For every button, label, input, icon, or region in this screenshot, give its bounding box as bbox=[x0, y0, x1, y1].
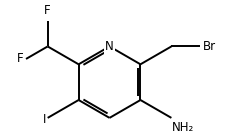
Text: F: F bbox=[17, 52, 23, 65]
Text: Br: Br bbox=[202, 40, 215, 53]
Text: F: F bbox=[44, 4, 51, 17]
Text: NH₂: NH₂ bbox=[172, 121, 194, 134]
Text: N: N bbox=[105, 40, 114, 53]
Text: I: I bbox=[42, 113, 46, 126]
